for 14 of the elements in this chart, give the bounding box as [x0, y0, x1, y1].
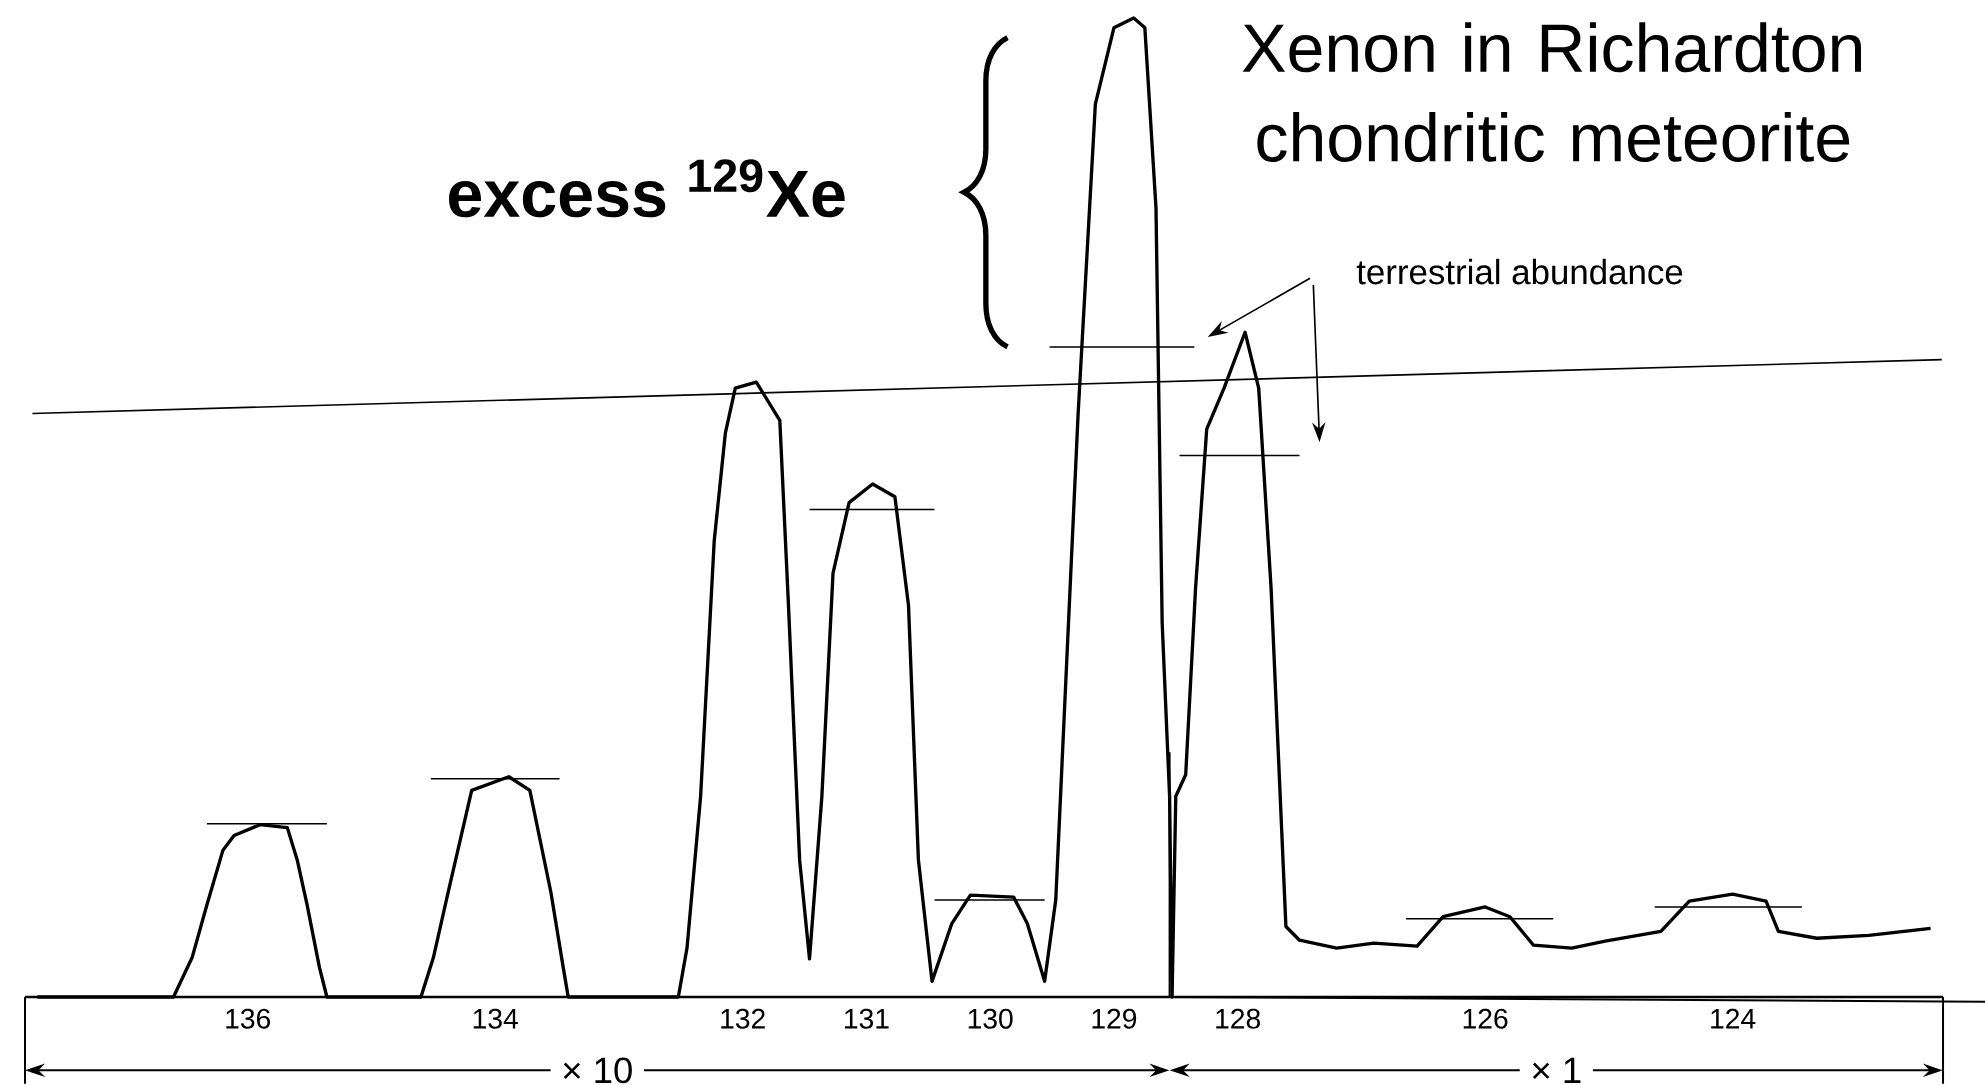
annotation: terrestrial abundance — [1356, 258, 1683, 285]
x-tick-label: 131 — [845, 1008, 889, 1029]
x-tick-label: 134 — [473, 1008, 518, 1029]
text: × 1 — [1532, 1057, 1581, 1083]
x-tick-label: 136 — [226, 1008, 271, 1029]
text: excess $^{129}$Xe — [449, 159, 845, 218]
text: Xenon in Richardton chondritic meteorite — [1242, 22, 1861, 162]
x-tick-label: 128 — [1216, 1008, 1260, 1029]
x-tick-label: 132 — [721, 1008, 765, 1029]
x-tick-label: 126 — [1463, 1008, 1508, 1029]
x-tick-label: 129 — [1092, 1008, 1137, 1029]
x-tick-label: 130 — [968, 1008, 1013, 1029]
x-tick-label: 124 — [1711, 1008, 1756, 1029]
text: × 10 — [563, 1057, 632, 1084]
